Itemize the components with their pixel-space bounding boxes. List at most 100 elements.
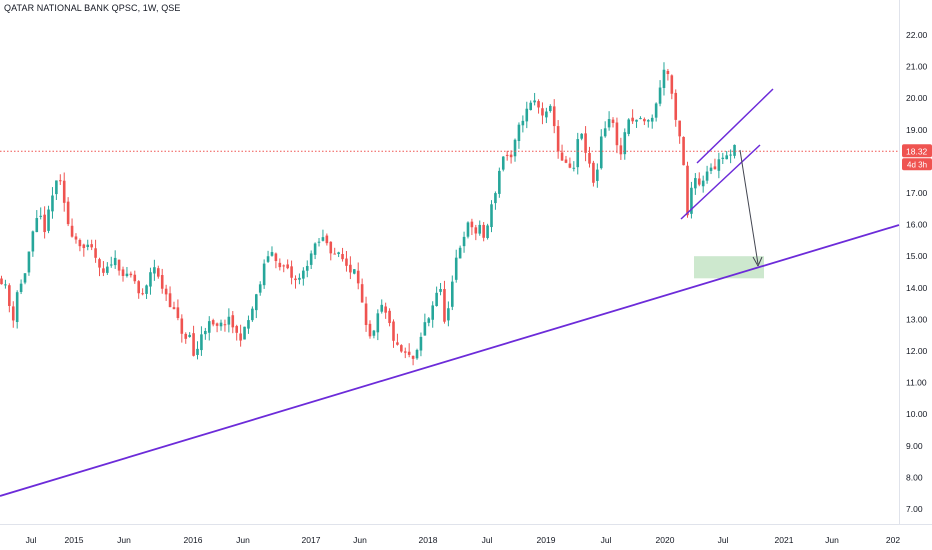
target-zone[interactable]: [694, 256, 764, 279]
candle-body: [709, 167, 713, 171]
candle-body: [396, 342, 399, 345]
x-tick-label: Jul: [718, 535, 729, 545]
candle-body: [466, 222, 470, 237]
candle-body: [525, 108, 529, 122]
x-tick-label: 2016: [184, 535, 203, 545]
candle-body: [568, 163, 572, 168]
candle-body: [498, 170, 501, 194]
x-tick-label: 2021: [775, 535, 794, 545]
candle-body: [82, 244, 86, 249]
y-tick-label: 11.00: [906, 378, 927, 388]
y-tick-label: 22.00: [906, 30, 928, 40]
candle-body: [196, 348, 199, 355]
candle-body: [113, 257, 117, 266]
candle-body: [172, 307, 176, 310]
candle-body: [231, 315, 235, 328]
candle-body: [729, 154, 732, 156]
candle-body: [157, 268, 160, 277]
projection-arrow[interactable]: [739, 149, 759, 265]
candle-body: [580, 133, 583, 139]
candle-body: [552, 106, 556, 127]
y-tick-label: 8.00: [906, 472, 923, 482]
candle-body: [458, 247, 462, 259]
candle-body: [572, 167, 576, 169]
candle-body: [439, 289, 442, 292]
channel-lower-line[interactable]: [680, 144, 761, 220]
drawings: [0, 88, 900, 497]
support-trendline[interactable]: [0, 224, 900, 497]
candle-body: [631, 117, 634, 122]
candle-body: [619, 145, 623, 155]
candle-body: [168, 293, 172, 308]
x-tick-label: Jun: [117, 535, 131, 545]
candle-body: [560, 152, 564, 161]
candle-body: [66, 201, 70, 225]
candle-body: [592, 162, 595, 183]
candle-body: [117, 259, 121, 271]
candle-body: [219, 322, 223, 327]
last-price-label: 18.32: [906, 146, 928, 156]
y-tick-label: 17.00: [906, 188, 928, 198]
candle-body: [278, 262, 282, 268]
candle-body: [615, 122, 619, 146]
candle-body: [207, 321, 211, 333]
candle-body: [713, 166, 717, 170]
candle-body: [74, 236, 78, 240]
candle-body: [529, 102, 532, 111]
x-tick-label: Jun: [353, 535, 367, 545]
candle-body: [35, 218, 39, 233]
time-axis: Jul 2015 Jun 2016 Jun 2017 Jun 2018 Jul 2019 Jul 20…: [26, 535, 901, 545]
candle-body: [658, 87, 662, 104]
candle-body: [584, 133, 587, 153]
candle-body: [19, 283, 23, 292]
candle-body: [0, 278, 3, 285]
candle-body: [294, 278, 297, 281]
candle-body: [474, 227, 478, 234]
candle-body: [639, 118, 642, 120]
candle-body: [31, 231, 35, 252]
candle-body: [407, 351, 411, 355]
candle-body: [133, 274, 137, 282]
candle-body: [470, 221, 474, 228]
channel-upper-line[interactable]: [696, 88, 774, 164]
candles: [0, 62, 736, 366]
candle-body: [227, 316, 231, 325]
candle-body: [419, 336, 423, 351]
candle-body: [670, 75, 674, 94]
candle-body: [125, 273, 129, 277]
candle-body: [643, 119, 646, 122]
candle-body: [129, 273, 133, 276]
candle-body: [650, 117, 654, 122]
candle-body: [388, 310, 391, 324]
candle-body: [478, 224, 482, 234]
candle-body: [290, 266, 293, 278]
candle-body: [376, 313, 380, 333]
candle-body: [188, 334, 191, 337]
x-tick-label: Jul: [482, 535, 493, 545]
candle-body: [329, 241, 333, 254]
candle-body: [647, 120, 650, 122]
candle-body: [501, 156, 505, 170]
candle-body: [451, 281, 454, 307]
candle-body: [435, 292, 438, 307]
candle-body: [545, 111, 548, 118]
candle-body: [353, 269, 356, 274]
y-tick-label: 13.00: [906, 314, 928, 324]
y-tick-label: 10.00: [906, 409, 928, 419]
price-labels: 18.32 4d 3h: [902, 144, 932, 171]
candle-body: [98, 259, 101, 268]
candle-body: [372, 330, 376, 336]
candle-body: [11, 306, 15, 321]
candle-body: [454, 257, 458, 280]
candle-body: [266, 256, 270, 262]
candle-body: [427, 318, 431, 323]
candle-body: [403, 351, 407, 353]
candle-body: [39, 215, 42, 217]
x-tick-label: 2015: [65, 535, 84, 545]
candle-body: [411, 355, 415, 359]
candle-body: [243, 326, 246, 340]
candle-body: [321, 237, 325, 241]
candle-body: [106, 266, 109, 273]
candle-body: [596, 169, 599, 181]
